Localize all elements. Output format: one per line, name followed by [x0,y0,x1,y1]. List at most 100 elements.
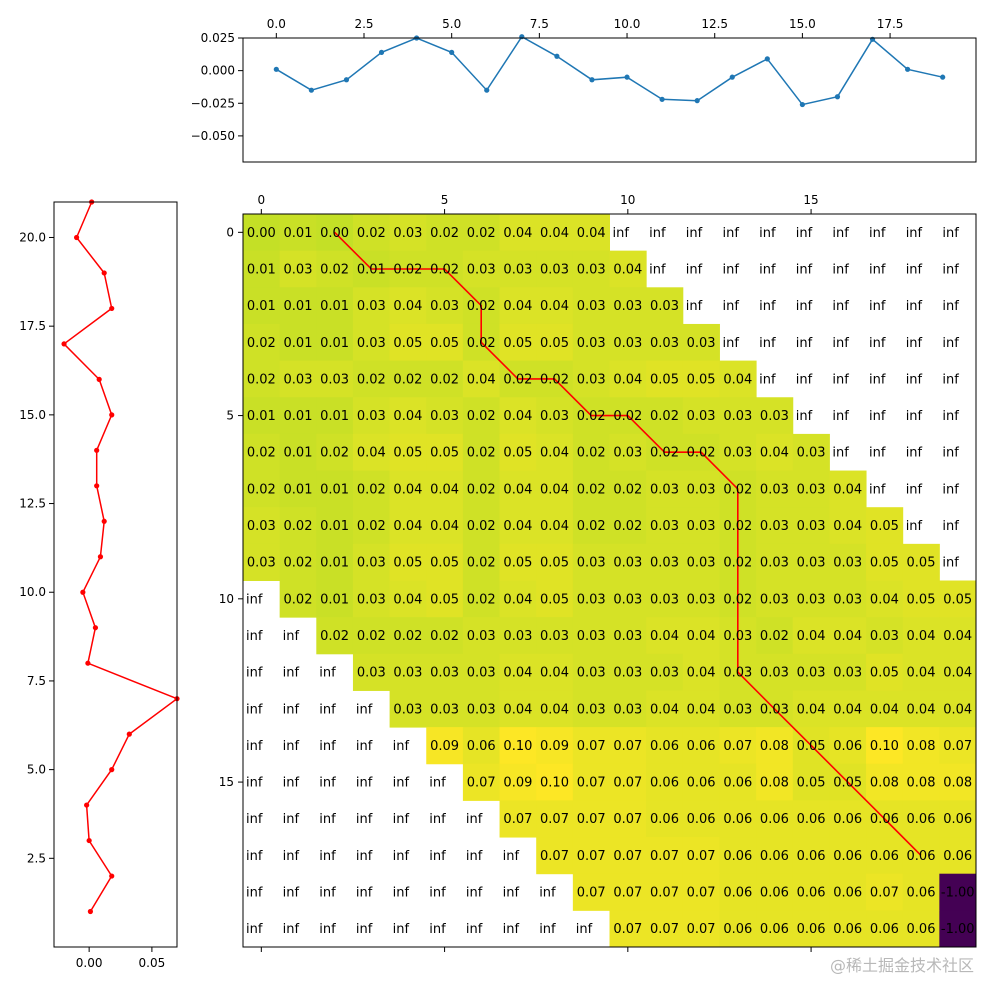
left-ytick-label: 7.5 [27,674,46,688]
heatmap-cell [572,800,610,838]
heatmap-cell [389,433,427,472]
heatmap-cell [866,873,904,911]
heatmap-cell-label: 0.07 [577,886,606,901]
heatmap-cell-label: inf [356,849,373,864]
top-ytick-label: 0.025 [201,31,235,45]
heatmap-cell-label: inf [246,922,263,937]
heatmap-cell [316,360,354,398]
heatmap-cell [829,580,867,618]
heatmap-cell [462,617,501,655]
top-xtick-label: 2.5 [354,17,373,31]
heatmap-cell-label: inf [942,263,959,278]
heatmap-cell [389,690,427,728]
heatmap-cell [756,507,794,545]
heatmap-cell-label: 0.03 [650,336,679,351]
heatmap-cell [536,580,574,618]
heatmap-cell-label: 0.06 [723,886,752,901]
left-series-point [87,908,93,915]
heatmap-cell [316,580,354,618]
top-series-point [343,77,350,83]
heatmap-cell [609,837,647,875]
left-series-point [97,554,104,560]
heatmap-cell-label: inf [429,886,446,901]
heatmap-cell-label: 0.03 [723,409,752,424]
heatmap-cell [756,653,794,691]
heatmap-cell-label: 0.02 [577,409,606,424]
heatmap-cell [829,873,867,911]
heatmap-cell [682,690,720,728]
heatmap-cell-label: inf [869,372,886,387]
heatmap-cell-label: 0.02 [393,629,422,644]
heatmap-cell-label: 0.06 [797,922,826,937]
heatmap-cell [866,837,904,875]
left-ytick-label: 10.0 [19,585,46,599]
heatmap-cell [316,287,354,325]
heatmap-cell-label: inf [503,922,520,937]
heatmap-cell [609,470,647,508]
heatmap-cell [682,910,720,948]
heatmap-cell [829,727,867,765]
heatmap-cell [719,873,757,911]
heatmap-cell-label: 0.06 [797,849,826,864]
heatmap-cell-label: 0.01 [320,409,349,424]
heatmap-cell-label: 0.03 [247,519,276,534]
heatmap-cell [939,800,977,838]
heatmap-cell-label: 0.02 [723,519,752,534]
heatmap-cell-label: 0.05 [430,592,459,607]
heatmap-cell-label: 0.04 [833,702,862,717]
heatmap-cell [499,287,537,325]
heatmap-cell [572,433,610,472]
heatmap-cell [646,543,684,581]
heatmap-cell-label: 0.03 [760,556,789,571]
heatmap-cell-label: 0.01 [320,299,349,314]
heatmap-cell-label: 0.07 [577,812,606,827]
heatmap-cell-label: 0.01 [284,336,313,351]
heatmap-cell-label: 0.03 [760,519,789,534]
heatmap-cell [902,580,940,618]
heatmap-cell-label: inf [759,263,776,278]
heatmap-cell [866,690,904,728]
heatmap-cell-label: 0.02 [613,409,642,424]
heatmap-cell [279,397,317,435]
top-series-point [834,94,841,100]
left-ytick-label: 15.0 [19,408,46,422]
left-series-point [109,305,115,312]
heatmap-cell [243,470,281,508]
heatmap-cell-label: 0.03 [467,702,496,717]
heatmap-cell-label: inf [393,812,410,827]
heatmap-cell [902,690,940,728]
heatmap-cell-label: 0.07 [687,922,716,937]
heatmap-cell-label: inf [906,482,923,497]
heatmap-cell-label: 0.09 [540,739,569,754]
top-series-point [378,49,385,55]
heatmap-cell [499,250,537,288]
heatmap-cell [792,543,830,581]
heatmap-cell-label: 0.03 [577,299,606,314]
heatmap-cell-label: inf [429,776,446,791]
heatmap-cell [536,837,574,875]
heatmap-cell-label: inf [356,812,373,827]
heatmap-cell [389,543,427,581]
heatmap-cell [646,653,684,691]
heatmap-cell-label: 0.02 [577,482,606,497]
heatmap-cell-label: inf [393,849,410,864]
heatmap-cell [756,580,794,618]
heatmap-cell-label: 0.06 [943,849,972,864]
heatmap-cell [462,360,501,398]
left-series-point [109,767,115,773]
heatmap-cell [756,873,794,911]
heatmap-cell-label: inf [723,263,740,278]
heatmap-cell [243,507,281,545]
heatmap-cell-label: 0.06 [907,886,936,901]
heatmap-cell-label: inf [246,592,263,607]
heatmap-cell-label: 0.06 [760,849,789,864]
left-series-point [126,731,132,737]
heatmap-cell [866,617,904,655]
heatmap-cell-label: inf [319,776,336,791]
heatmap-cell [682,617,720,655]
left-xtick-label: 0.00 [76,956,103,970]
heatmap-cell-label: 0.06 [467,739,496,754]
heatmap-cell-label: 0.03 [687,556,716,571]
heatmap-cell [243,543,281,581]
heatmap-cell [609,323,647,362]
